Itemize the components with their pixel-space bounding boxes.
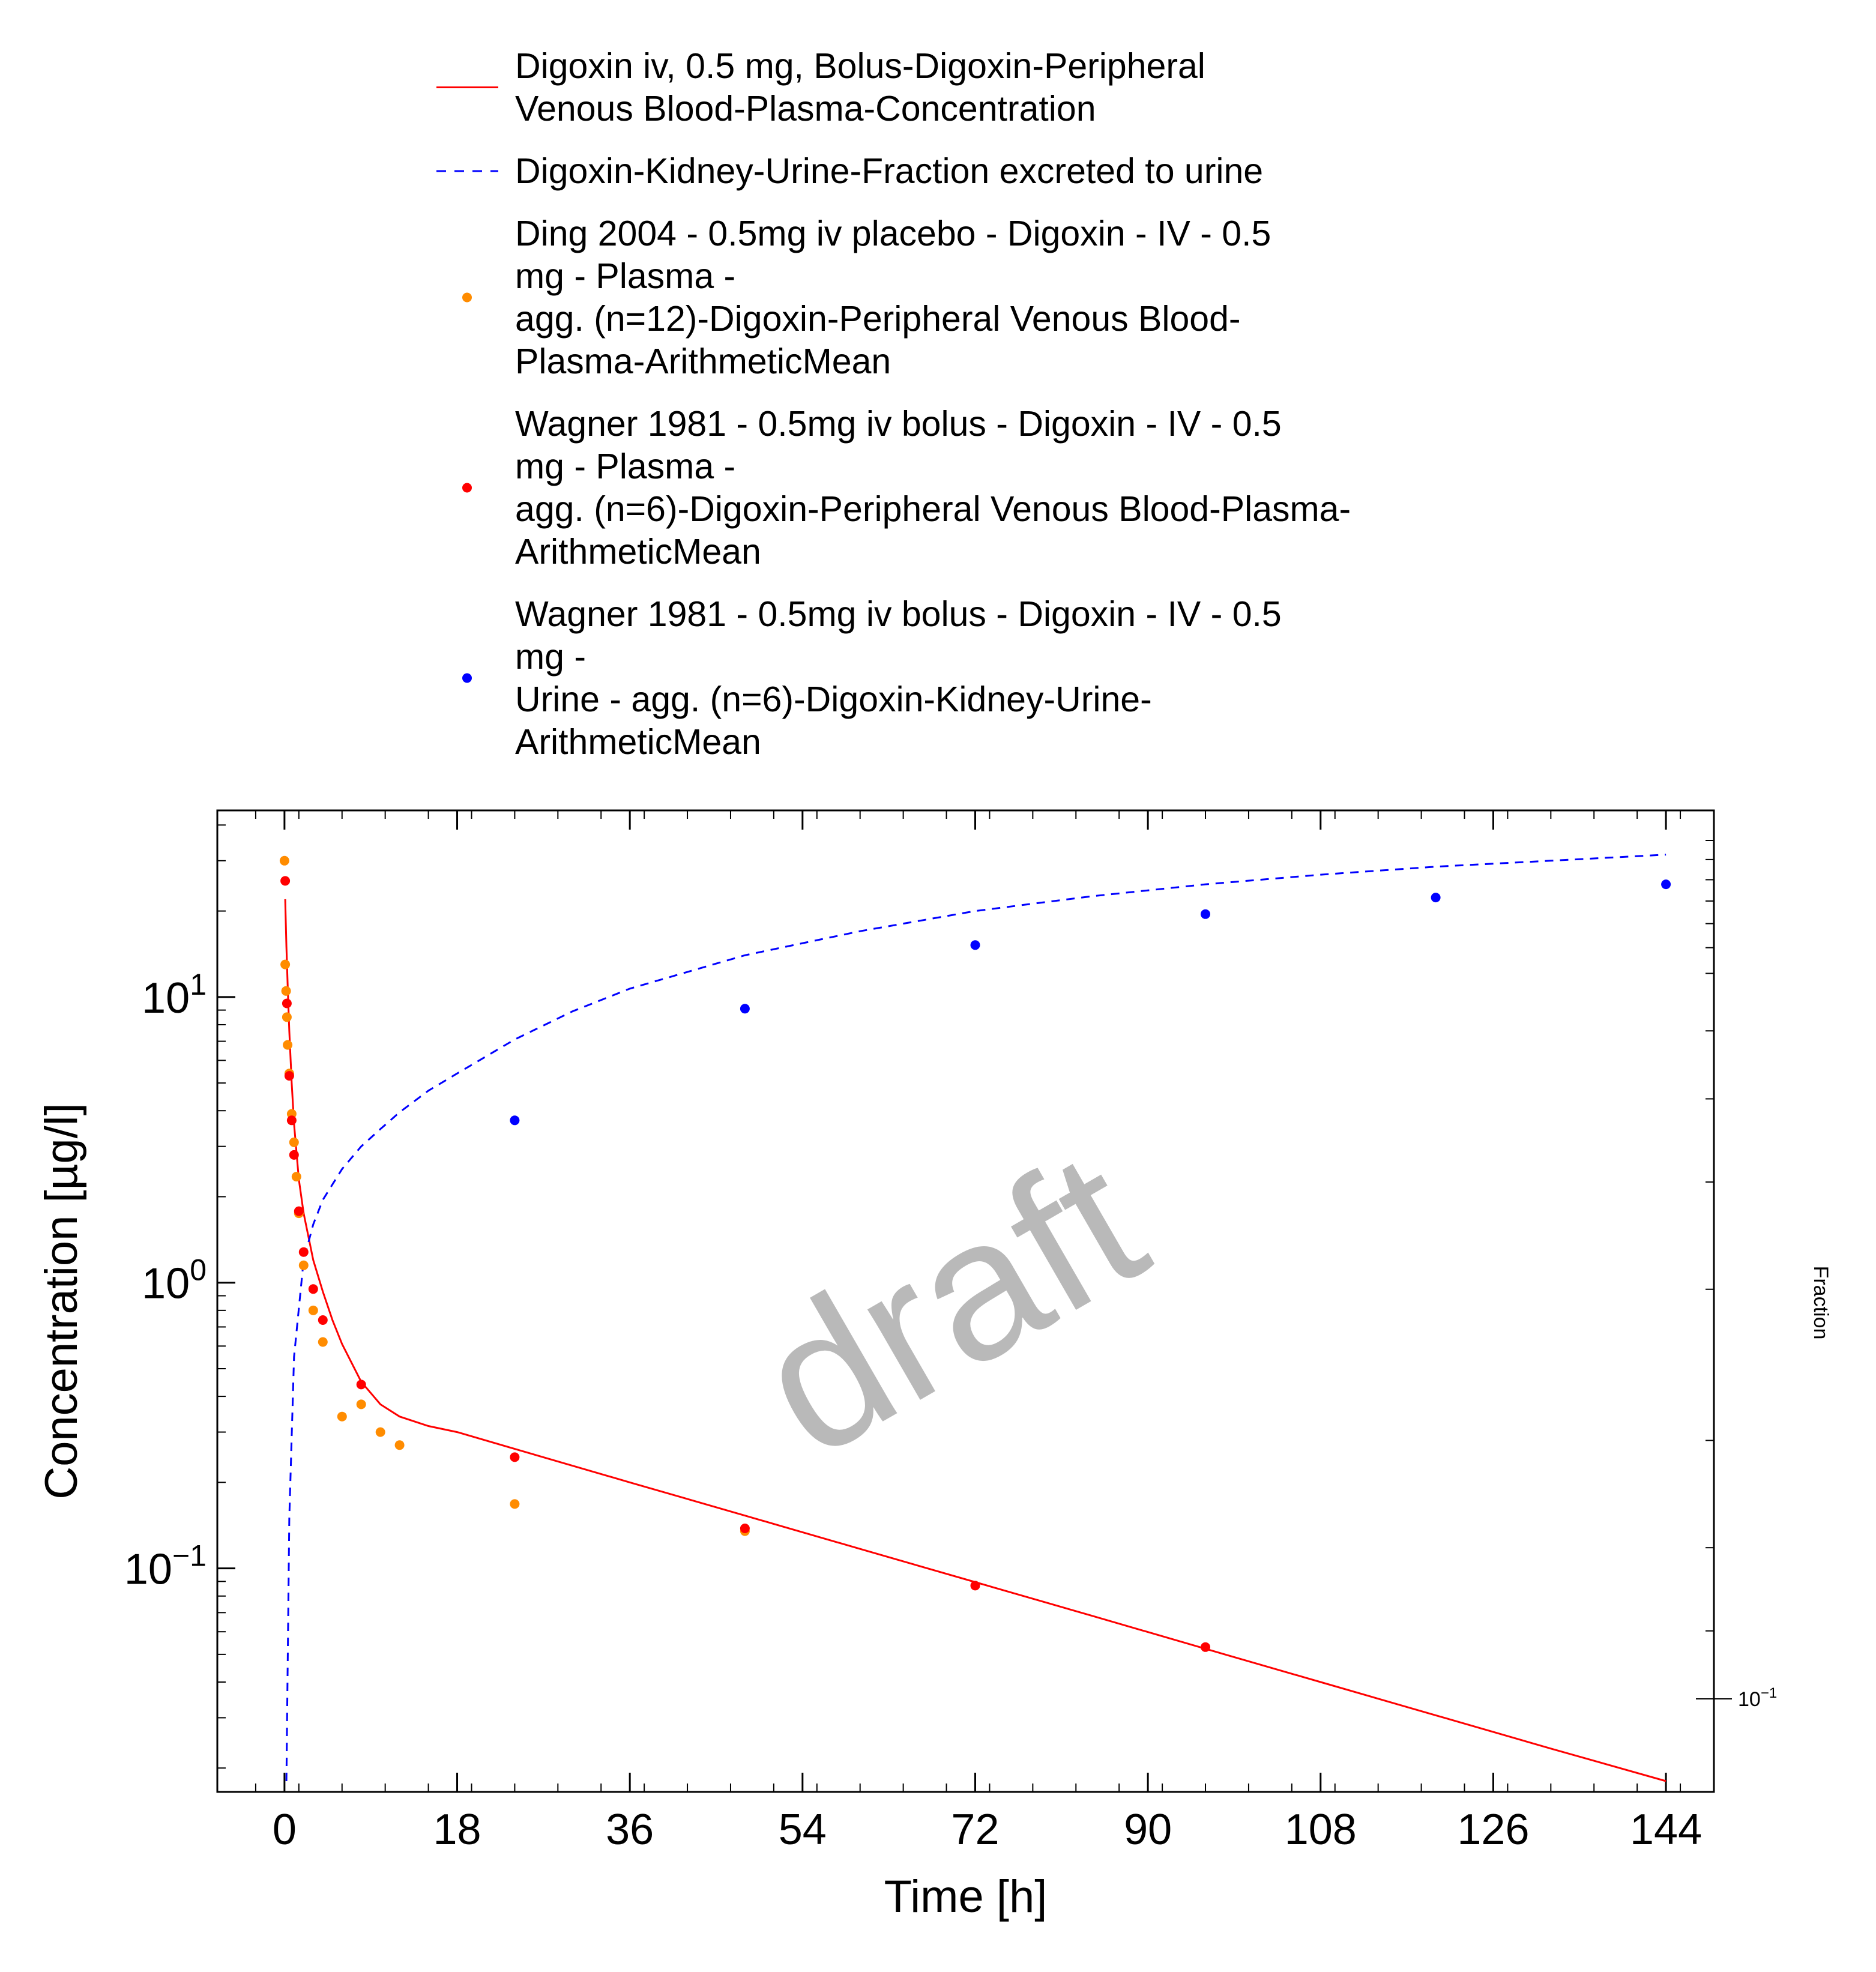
legend-dot-marker [462, 673, 472, 683]
observed-point-series-3 [280, 876, 291, 886]
draft-watermark: draft [723, 1108, 1178, 1498]
x-axis-title: Time [h] [884, 1871, 1048, 1922]
x-tick-label: 0 [273, 1806, 297, 1854]
x-tick-label: 90 [1124, 1806, 1172, 1854]
legend-label: Urine - agg. (n=6)-Digoxin-Kidney-Urine- [515, 680, 1152, 719]
observed-point-series-3 [970, 1581, 980, 1591]
x-tick-label: 144 [1630, 1806, 1702, 1854]
observed-point-series-3 [318, 1315, 328, 1325]
x-tick-label: 126 [1457, 1806, 1529, 1854]
y-tick-label: 10−1 [124, 1539, 207, 1594]
observed-point-series-3 [1201, 1642, 1210, 1652]
observed-point-series-2 [394, 1440, 405, 1450]
legend-label: mg - Plasma - [515, 256, 735, 296]
y-tick-mantissa: 10 [142, 974, 190, 1022]
x-tick-label: 108 [1285, 1806, 1357, 1854]
y-tick-mantissa: 10 [142, 1260, 190, 1308]
legend-label: ArithmeticMean [515, 532, 761, 571]
observed-point-series-2 [375, 1427, 385, 1437]
y2-tick-exponent: −1 [1761, 1685, 1777, 1701]
legend-label: Wagner 1981 - 0.5mg iv bolus - Digoxin -… [515, 594, 1282, 634]
legend-dot-marker [462, 483, 472, 493]
observed-point-series-2 [298, 1260, 309, 1270]
observed-point-series-4 [740, 1004, 750, 1014]
y2-axis-title: Fraction [1809, 1266, 1832, 1340]
legend-label: Ding 2004 - 0.5mg iv placebo - Digoxin -… [515, 214, 1271, 253]
legend-label: agg. (n=6)-Digoxin-Peripheral Venous Blo… [515, 489, 1351, 529]
observed-point-series-2 [280, 959, 291, 969]
plot-area [279, 854, 1671, 1782]
observed-point-series-4 [1431, 893, 1441, 903]
x-tick-label: 18 [433, 1806, 481, 1854]
observed-point-series-2 [291, 1172, 301, 1182]
legend-label: Plasma-ArithmeticMean [515, 342, 891, 381]
observed-point-series-2 [282, 1012, 292, 1022]
observed-point-series-4 [1661, 879, 1671, 890]
legend-label: mg - Plasma - [515, 447, 735, 486]
y-tick-exponent: 1 [190, 968, 207, 1001]
observed-point-series-4 [1201, 909, 1210, 919]
y-axis-title: Concentration [µg/l] [36, 1103, 87, 1500]
legend-label: mg - [515, 637, 586, 677]
y-tick-label: 101 [142, 968, 207, 1022]
observed-point-series-3 [740, 1524, 750, 1533]
observed-point-series-2 [279, 855, 289, 866]
observed-point-series-2 [289, 1137, 299, 1147]
plot-frame [216, 809, 1715, 1793]
observed-point-series-2 [308, 1305, 318, 1315]
observed-point-series-3 [289, 1150, 299, 1160]
legend-label: ArithmeticMean [515, 722, 761, 762]
observed-point-series-2 [510, 1499, 520, 1509]
observed-point-series-3 [286, 1115, 297, 1126]
observed-point-series-3 [282, 998, 292, 1009]
observed-point-series-3 [294, 1206, 304, 1216]
simulated-plasma-line [284, 899, 1666, 1782]
observed-point-series-2 [281, 986, 291, 996]
observed-point-series-4 [970, 940, 980, 950]
observed-point-series-3 [308, 1284, 318, 1294]
y2-tick-label: 10−1 [1738, 1685, 1777, 1711]
x-tick-label: 36 [606, 1806, 654, 1854]
observed-point-series-2 [356, 1399, 366, 1410]
legend-label: Venous Blood-Plasma-Concentration [515, 89, 1096, 128]
observed-point-series-2 [337, 1411, 347, 1422]
y-tick-exponent: 0 [190, 1253, 207, 1287]
observed-point-series-2 [283, 1040, 293, 1050]
y-tick-label: 100 [142, 1253, 207, 1308]
observed-point-series-3 [298, 1247, 309, 1257]
x-tick-label: 54 [779, 1806, 827, 1854]
legend-label: Digoxin iv, 0.5 mg, Bolus-Digoxin-Periph… [515, 46, 1205, 86]
y-tick-exponent: −1 [172, 1539, 207, 1573]
observed-point-series-3 [356, 1379, 366, 1390]
observed-point-series-4 [510, 1115, 520, 1126]
observed-point-series-3 [284, 1071, 294, 1081]
y2-tick-mantissa: 10 [1738, 1688, 1761, 1711]
legend-label: Wagner 1981 - 0.5mg iv bolus - Digoxin -… [515, 404, 1282, 444]
legend: Digoxin iv, 0.5 mg, Bolus-Digoxin-Periph… [436, 46, 1351, 762]
observed-point-series-2 [318, 1337, 328, 1347]
legend-label: agg. (n=12)-Digoxin-Peripheral Venous Bl… [515, 299, 1241, 339]
observed-point-series-3 [510, 1452, 520, 1462]
legend-dot-marker [462, 292, 472, 303]
y-tick-mantissa: 10 [124, 1546, 172, 1594]
legend-label: Digoxin-Kidney-Urine-Fraction excreted t… [515, 151, 1263, 191]
x-tick-label: 72 [951, 1806, 999, 1854]
